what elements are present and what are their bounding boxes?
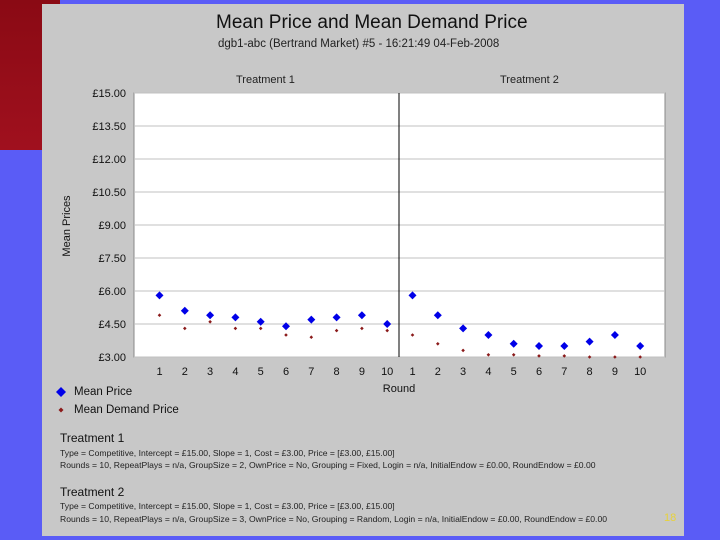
legend-diamond-red-icon	[58, 407, 64, 413]
x-tick-label: 3	[460, 366, 466, 378]
x-tick-label: 5	[511, 366, 517, 378]
chart-title: Mean Price and Mean Demand Price	[216, 12, 528, 33]
mean-price-point	[636, 342, 645, 350]
treatment-1-line-1: Type = Competitive, Intercept = £15.00, …	[60, 448, 395, 458]
mean-demand-price-point	[587, 355, 592, 359]
mean-demand-price-point	[410, 333, 415, 337]
y-tick-label: £4.50	[98, 319, 126, 331]
mean-price-point	[408, 291, 417, 300]
mean-price-point	[610, 331, 619, 339]
x-tick-label: 7	[308, 366, 314, 378]
x-axis-ticks: 1 2 3 4 5 6 7 8 9 10 1 2 3 4 5 6 7 8 9 10	[156, 366, 646, 378]
treatment-2-line-2: Rounds = 10, RepeatPlays = n/a, GroupSiz…	[60, 514, 608, 524]
y-tick-label: £6.00	[98, 286, 126, 298]
y-tick-label: £10.50	[92, 187, 126, 199]
mean-price-point	[433, 311, 442, 320]
mean-price-point	[585, 337, 594, 346]
mean-demand-price-point	[183, 326, 187, 331]
x-axis-label: Round	[383, 383, 415, 395]
y-axis-label: Mean Prices	[61, 195, 73, 257]
mean-demand-price-point	[157, 313, 162, 317]
chart-subtitle: dgb1-abc (Bertrand Market) #5 - 16:21:49…	[218, 38, 500, 50]
y-tick-label: £15.00	[92, 88, 126, 100]
mean-demand-price-point	[486, 353, 491, 357]
mean-demand-price-point	[208, 320, 212, 324]
mean-price-point	[560, 342, 569, 350]
x-tick-label: 5	[258, 366, 264, 378]
y-tick-label: £12.00	[92, 154, 126, 166]
mean-demand-price-point	[537, 354, 541, 358]
x-tick-label: 9	[612, 366, 618, 378]
page-number: 18	[664, 512, 677, 524]
mean-demand-price-point	[461, 348, 465, 353]
x-tick-label: 6	[283, 366, 289, 378]
mean-price-point	[383, 320, 392, 328]
x-tick-label: 10	[381, 366, 393, 378]
data-points	[155, 291, 645, 359]
y-tick-label: £7.50	[98, 253, 126, 265]
legend-mean-demand-price: Mean Demand Price	[56, 404, 179, 416]
treatment-1-heading: Treatment 1	[60, 431, 125, 445]
mean-price-point	[484, 331, 493, 339]
legend-mean-demand-price-label: Mean Demand Price	[74, 404, 179, 416]
mean-demand-price-point	[385, 328, 389, 333]
x-tick-label: 1	[409, 366, 415, 378]
mean-price-point	[282, 322, 290, 331]
x-tick-label: 2	[182, 366, 188, 378]
mean-demand-price-point	[436, 342, 440, 346]
mean-price-point	[231, 313, 240, 322]
x-tick-label: 4	[232, 366, 238, 378]
treatment-2-heading: Treatment 2	[60, 485, 125, 499]
mean-demand-price-point	[284, 333, 288, 337]
x-tick-label: 4	[485, 366, 491, 378]
x-tick-label: 8	[587, 366, 593, 378]
y-axis-ticks: £15.00 £13.50 £12.00 £10.50 £9.00 £7.50 £6.00 £…	[92, 88, 126, 364]
mean-demand-price-point	[360, 326, 364, 331]
mean-price-point	[307, 315, 316, 324]
mean-price-point	[535, 342, 543, 350]
mean-price-point	[256, 317, 265, 326]
legend-mean-price: Mean Price	[56, 386, 132, 398]
mean-demand-price-point	[638, 355, 642, 359]
mean-demand-price-point	[613, 355, 617, 359]
x-tick-label: 3	[207, 366, 213, 378]
mean-price-point	[155, 291, 164, 300]
y-tick-label: £13.50	[92, 121, 126, 133]
mean-price-point	[180, 306, 189, 315]
mean-demand-price-point	[334, 328, 339, 333]
x-tick-label: 7	[561, 366, 567, 378]
mean-price-point	[206, 311, 215, 320]
mean-demand-price-point	[562, 354, 567, 358]
mean-demand-price-point	[258, 326, 263, 331]
treatment-1-label: Treatment 1	[236, 74, 295, 86]
x-tick-label: 8	[334, 366, 340, 378]
x-tick-label: 1	[156, 366, 162, 378]
x-tick-label: 6	[536, 366, 542, 378]
mean-price-point	[357, 311, 366, 320]
mean-demand-price-point	[309, 335, 314, 339]
legend-mean-price-label: Mean Price	[74, 386, 133, 398]
y-tick-label: £3.00	[98, 352, 126, 364]
mean-demand-price-point	[233, 326, 238, 331]
y-tick-label: £9.00	[98, 220, 126, 232]
legend-diamond-blue-icon	[56, 387, 66, 397]
mean-price-point	[332, 313, 341, 322]
mean-demand-price-point	[511, 353, 516, 357]
x-tick-label: 10	[634, 366, 646, 378]
mean-price-point	[509, 339, 518, 348]
mean-price-point	[459, 324, 468, 333]
x-tick-label: 9	[359, 366, 365, 378]
treatment-1-line-2: Rounds = 10, RepeatPlays = n/a, GroupSiz…	[60, 460, 596, 470]
treatment-2-label: Treatment 2	[500, 74, 559, 86]
treatment-2-line-1: Type = Competitive, Intercept = £15.00, …	[60, 501, 395, 511]
x-tick-label: 2	[435, 366, 441, 378]
